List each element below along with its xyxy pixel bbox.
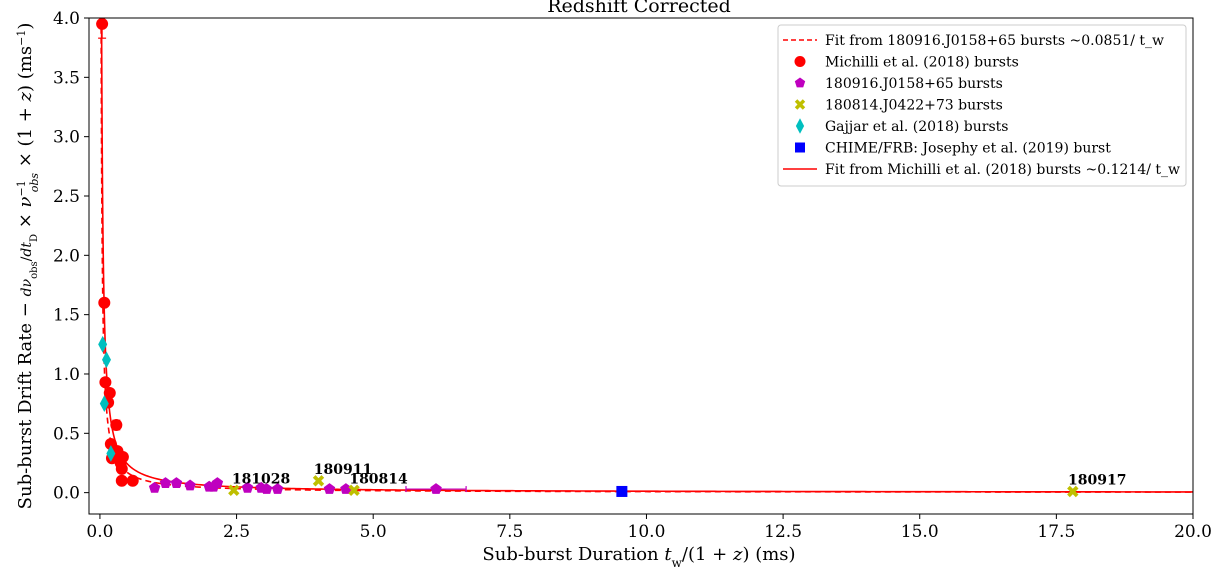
legend: Fit from 180916.J0158+65 bursts ~0.0851/…: [777, 24, 1187, 187]
y-tick-label: 1.5: [53, 306, 80, 326]
point-pentagon: [260, 483, 273, 494]
point-pentagon: [184, 479, 196, 491]
point-pentagon: [170, 477, 183, 488]
point-circle: [96, 18, 109, 30]
point-x: [228, 484, 240, 496]
point-circle: [126, 474, 139, 487]
point-circle: [103, 386, 116, 399]
data-points: [96, 18, 1079, 498]
point-pentagon: [211, 477, 224, 488]
legend-item: Michilli et al. (2018) bursts: [794, 55, 1019, 71]
point-diamond: [106, 445, 116, 462]
x-axis-label: Sub-burst Duration tw/(1 + z) (ms): [482, 544, 795, 570]
point-x: [348, 484, 360, 496]
legend-label: Michilli et al. (2018) bursts: [825, 55, 1019, 71]
legend-item: Gajjar et al. (2018) bursts: [795, 118, 1008, 135]
point-diamond: [99, 395, 109, 413]
point-circle: [110, 419, 123, 432]
x-tick-label: 7.5: [496, 522, 523, 542]
point-pentagon: [794, 77, 806, 88]
burst-annotation: 180917: [1068, 472, 1126, 488]
legend-item: Fit from Michilli et al. (2018) bursts ~…: [783, 162, 1180, 178]
y-tick-label: 2.5: [53, 187, 80, 207]
point-diamond: [98, 335, 108, 353]
legend-label: CHIME/FRB: Josephy et al. (2019) burst: [825, 141, 1111, 157]
burst-annotation: 181028: [232, 471, 290, 487]
point-x: [312, 475, 325, 487]
x-axis-ticks: 0.0 2.5 5.0 7.5 10.0 12.5 15.0 17.5 20.0: [86, 514, 1212, 542]
x-tick-label: 20.0: [1174, 522, 1212, 542]
point-pentagon: [340, 483, 352, 494]
legend-box: [777, 24, 1187, 187]
y-tick-label: 4.0: [53, 9, 80, 29]
point-pentagon: [430, 483, 442, 494]
x-tick-label: 2.5: [223, 522, 250, 542]
svg-text:Sub-burst Drift Rate − dνobs/: Sub-burst Drift Rate − dνobs/dtD × ν−1ob…: [15, 23, 41, 510]
legend-label: 180916.J0158+65 bursts: [825, 76, 1003, 92]
legend-item: CHIME/FRB: Josephy et al. (2019) burst: [795, 141, 1111, 157]
legend-label: Fit from 180916.J0158+65 bursts ~0.0851/…: [825, 33, 1164, 49]
y-tick-label: 3.5: [53, 68, 80, 88]
y-tick-label: 0.5: [53, 424, 80, 444]
point-circle: [98, 296, 111, 309]
burst-annotation: 180911: [314, 462, 372, 478]
point-circle: [115, 462, 128, 475]
point-pentagon: [159, 477, 172, 488]
y-axis-label: Sub-burst Drift Rate − dνobs/dtD × ν−1ob…: [15, 23, 41, 510]
x-tick-label: 10.0: [628, 522, 666, 542]
point-square: [616, 485, 628, 497]
point-pentagon: [241, 481, 254, 493]
legend-label: Gajjar et al. (2018) bursts: [825, 119, 1008, 135]
point-circle: [116, 451, 129, 464]
point-x: [1067, 485, 1079, 498]
point-x: [794, 99, 806, 110]
legend-item: 180814.J0422+73 bursts: [794, 98, 1003, 114]
point-circle: [115, 474, 128, 487]
point-circle: [794, 56, 806, 67]
y-tick-label: 3.0: [53, 128, 80, 148]
point-square: [795, 142, 805, 153]
y-axis-ticks: 0.0 0.5 1.0 1.5 2.0 2.5 3.0 3.5 4.0: [53, 9, 89, 504]
legend-label: Fit from Michilli et al. (2018) bursts ~…: [825, 162, 1180, 178]
point-pentagon: [148, 481, 161, 493]
x-tick-label: 5.0: [360, 522, 387, 542]
y-tick-label: 0.0: [53, 484, 80, 504]
point-diamond: [101, 351, 111, 369]
burst-annotation: 180814: [349, 471, 408, 487]
y-tick-label: 1.0: [53, 365, 80, 385]
legend-item: 180916.J0158+65 bursts: [794, 76, 1003, 92]
point-pentagon: [271, 483, 284, 494]
x-tick-label: 15.0: [901, 522, 939, 542]
chart-title: Redshift Corrected: [547, 0, 731, 17]
plot-frame: [88, 17, 1194, 515]
x-tick-label: 17.5: [1037, 522, 1075, 542]
y-tick-label: 2.0: [53, 246, 80, 266]
x-tick-label: 0.0: [86, 522, 113, 542]
x-tick-label: 12.5: [764, 522, 802, 542]
point-diamond: [795, 118, 805, 134]
legend-label: 180814.J0422+73 bursts: [825, 98, 1003, 114]
point-circle: [99, 376, 112, 389]
point-pentagon: [323, 483, 336, 494]
legend-item: Fit from 180916.J0158+65 bursts ~0.0851/…: [783, 33, 1164, 49]
